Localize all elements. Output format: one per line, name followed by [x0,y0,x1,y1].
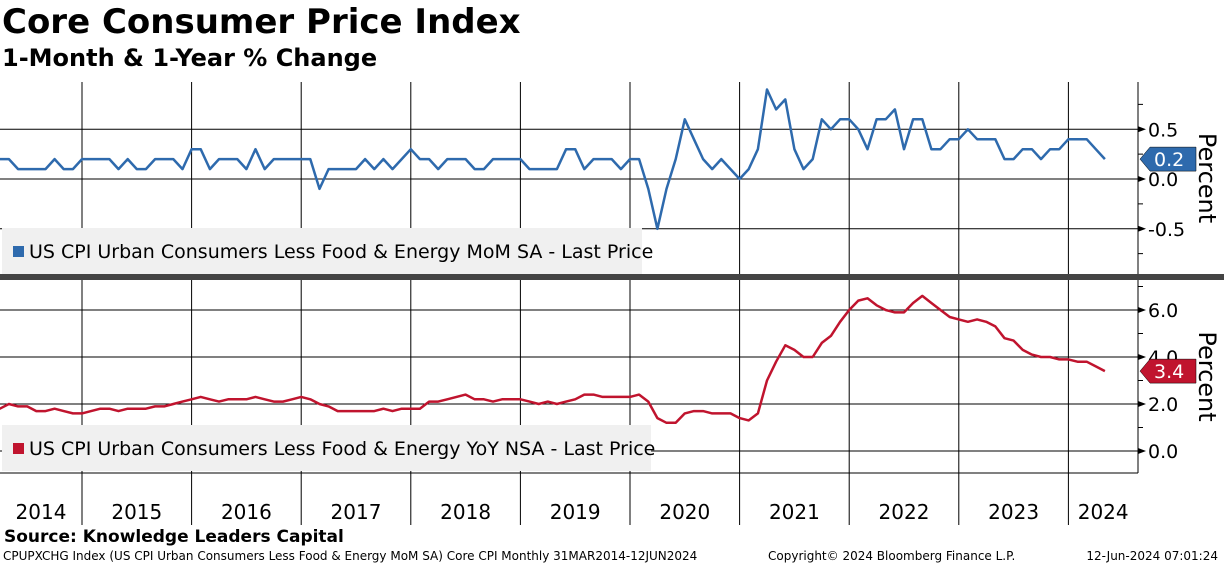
series-line-yoy [0,294,1106,425]
x-tick-label: 2022 [879,500,930,524]
last-value-tag [1139,146,1197,172]
x-tick-label: 2021 [769,500,820,524]
y-tick-label: 0.0 [1148,441,1178,463]
footer-copyright: Copyright© 2024 Bloomberg Finance L.P. [768,549,1016,563]
x-tick-label: 2015 [111,500,162,524]
x-tick-label: 2020 [659,500,710,524]
x-tick-label: 2016 [221,500,272,524]
y-tick-label: 6.0 [1148,300,1178,322]
y-tick-label: 0.0 [1148,169,1178,191]
x-tick-label: 2018 [440,500,491,524]
y-axis-label: Percent [1193,331,1221,421]
x-tick-label: 2019 [550,500,601,524]
legend-box [2,425,651,471]
source-note: Source: Knowledge Leaders Capital [4,527,344,547]
legend-label: US CPI Urban Consumers Less Food & Energ… [29,438,655,460]
footer-index-info: CPUPXCHG Index (US CPI Urban Consumers L… [3,549,698,563]
x-tick-label: 2017 [331,500,382,524]
legend-label: US CPI Urban Consumers Less Food & Energ… [29,241,653,263]
last-value-label: 3.4 [1154,361,1184,383]
y-tick-label: -0.5 [1148,219,1185,241]
chart-subtitle: 1-Month & 1-Year % Change [2,44,378,72]
legend-box [2,228,642,274]
chart-area: 0.5 0.0 -0.5 0.2 Percent US CPI Urban Consume… [0,82,1224,525]
y-axis-label: Percent [1193,133,1221,223]
chart-title: Core Consumer Price Index [2,2,521,42]
legend-swatch [13,443,24,454]
panel-separator[interactable] [0,274,1224,280]
x-tick-label: 2024 [1078,500,1129,524]
last-value-tag [1139,358,1197,384]
legend-swatch [13,246,24,257]
x-tick-label: 2023 [988,500,1039,524]
series-line-mom [0,88,1106,231]
x-tick-label: 2014 [16,500,67,524]
last-value-label: 0.2 [1154,149,1184,171]
y-tick-label: 0.5 [1148,119,1178,141]
footer-timestamp: 12-Jun-2024 07:01:24 [1086,549,1218,563]
y-tick-label: 2.0 [1148,394,1178,416]
